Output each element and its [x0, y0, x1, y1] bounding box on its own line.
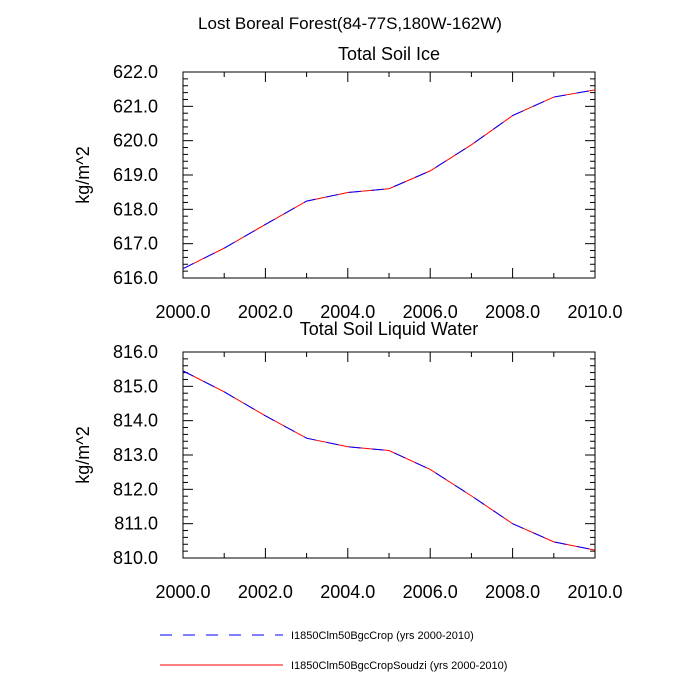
- y-tick-label: 620.0: [113, 131, 158, 151]
- axis-ticks: 2000.0 2002.0 2004.0 2006.0 2008.0 2010.0 616.…: [113, 62, 623, 322]
- panel-title: Total Soil Liquid Water: [300, 319, 478, 339]
- plot-frame: [182, 71, 596, 279]
- panel-total-soil-liquid-water: Total Soil Liquid Water kg/m^2 2000.0 200…: [73, 319, 623, 602]
- legend-label: I1850Clm50BgcCrop (yrs 2000-2010): [291, 630, 474, 642]
- figure-suptitle: Lost Boreal Forest(84-77S,180W-162W): [198, 14, 502, 33]
- x-tick-label: 2010.0: [567, 302, 622, 322]
- x-tick-label: 2000.0: [155, 582, 210, 602]
- y-tick-label: 814.0: [113, 411, 158, 431]
- y-tick-label: 811.0: [114, 514, 158, 534]
- y-tick-label: 816.0: [113, 342, 158, 362]
- x-tick-label: 2010.0: [567, 582, 622, 602]
- x-tick-label: 2002.0: [238, 302, 293, 322]
- y-tick-label: 622.0: [113, 62, 158, 82]
- x-tick-label: 2004.0: [320, 582, 375, 602]
- x-tick-label: 2008.0: [485, 302, 540, 322]
- y-tick-label: 621.0: [113, 96, 158, 116]
- y-tick-label: 618.0: [113, 199, 158, 219]
- y-axis-label: kg/m^2: [73, 426, 93, 483]
- x-tick-label: 2006.0: [403, 302, 458, 322]
- y-tick-label: 617.0: [113, 234, 158, 254]
- x-tick-label: 2006.0: [403, 582, 458, 602]
- legend-label: I1850Clm50BgcCropSoudzi (yrs 2000-2010): [291, 660, 507, 672]
- y-tick-label: 619.0: [113, 165, 158, 185]
- x-tick-label: 2008.0: [485, 582, 540, 602]
- x-tick-label: 2004.0: [320, 302, 375, 322]
- axis-ticks: 2000.0 2002.0 2004.0 2006.0 2008.0 2010.0 810.…: [113, 342, 623, 602]
- legend-entry: I1850Clm50BgcCropSoudzi (yrs 2000-2010): [160, 660, 507, 672]
- legend-entry: I1850Clm50BgcCrop (yrs 2000-2010): [160, 630, 474, 642]
- y-tick-label: 810.0: [113, 548, 158, 568]
- y-tick-label: 812.0: [113, 479, 158, 499]
- y-tick-label: 815.0: [113, 376, 158, 396]
- series-line-dashed: [182, 89, 596, 270]
- legend: I1850Clm50BgcCrop (yrs 2000-2010) I1850C…: [160, 630, 507, 672]
- x-tick-label: 2002.0: [238, 582, 293, 602]
- y-tick-label: 616.0: [113, 268, 158, 288]
- series-layer: [182, 370, 596, 551]
- y-tick-label: 813.0: [113, 445, 158, 465]
- series-line-solid: [182, 89, 596, 270]
- plot-frame: [182, 351, 596, 559]
- y-axis-label: kg/m^2: [73, 146, 93, 203]
- series-line-solid: [182, 370, 596, 551]
- panel-title: Total Soil Ice: [338, 44, 440, 64]
- panel-total-soil-ice: Total Soil Ice kg/m^2 2000.0 2002.0 2004.0…: [73, 44, 623, 322]
- series-line-dashed: [182, 370, 596, 551]
- x-tick-label: 2000.0: [155, 302, 210, 322]
- series-layer: [182, 89, 596, 270]
